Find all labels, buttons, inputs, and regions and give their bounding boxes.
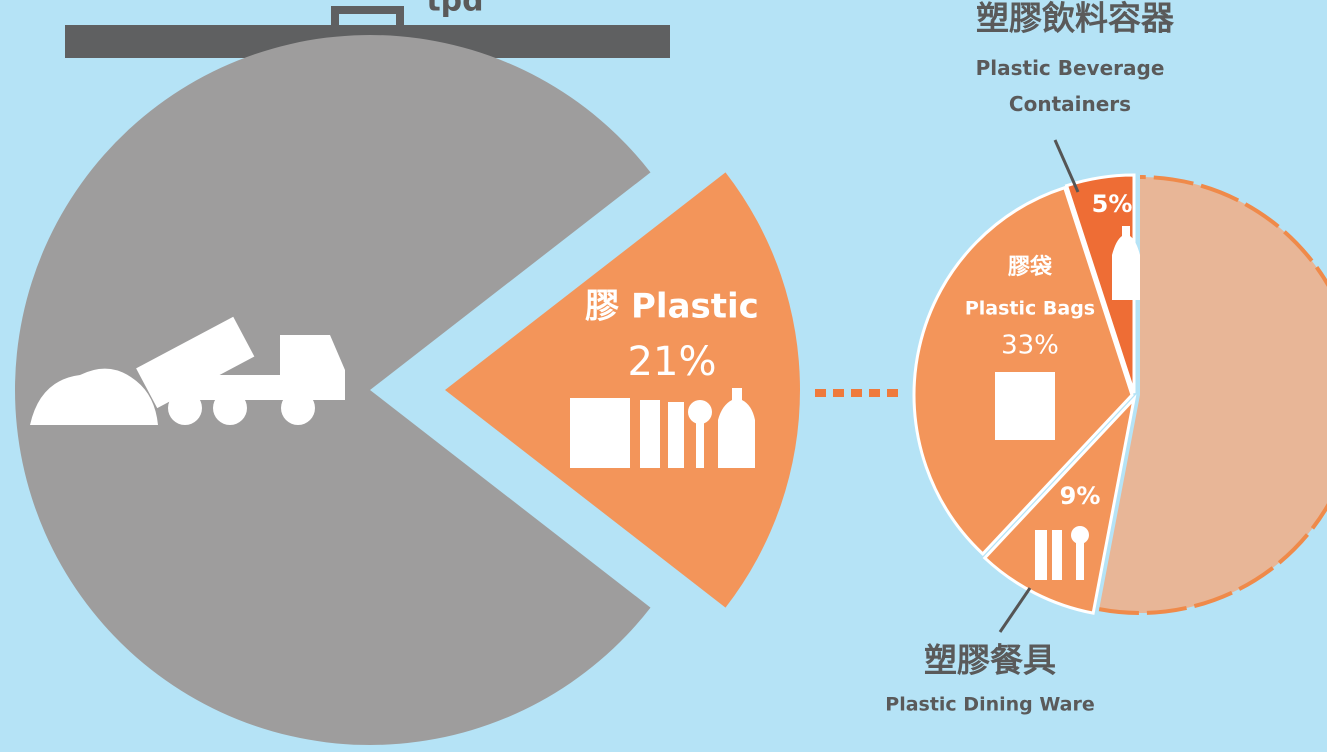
leader-line xyxy=(1053,139,1080,193)
pie-slice xyxy=(982,394,1137,615)
dashed-outline xyxy=(1098,175,1327,615)
category-label: 膠 Plastic xyxy=(585,287,759,327)
annotation: tpd xyxy=(426,0,483,19)
truck-icon xyxy=(30,316,345,425)
small-icons xyxy=(995,226,1140,580)
plastic-icons xyxy=(570,388,755,468)
category-label-box: Plastic Beverage Containers xyxy=(975,56,1165,116)
category-label: Plastic Beverage Containers xyxy=(975,56,1165,116)
pie-slice xyxy=(912,185,1134,557)
value-label: 5% xyxy=(1092,190,1133,218)
category-label-zh: 塑膠餐具 xyxy=(924,641,1056,680)
bin-handle xyxy=(331,6,404,27)
category-label-zh: 塑膠飲料容器 xyxy=(976,0,1175,38)
value-label: 33% xyxy=(1001,331,1059,361)
category-label: Plastic Dining Ware xyxy=(885,694,1094,716)
value-label: 9% xyxy=(1060,482,1101,510)
category-label: Plastic Bags xyxy=(965,298,1095,320)
pie-slice xyxy=(445,172,800,608)
leader-line xyxy=(998,587,1032,633)
value-label: 21% xyxy=(628,339,717,385)
category-label-zh: 膠袋 xyxy=(1008,254,1053,280)
pie-slice xyxy=(1099,177,1327,613)
pie-slice xyxy=(1064,173,1136,394)
